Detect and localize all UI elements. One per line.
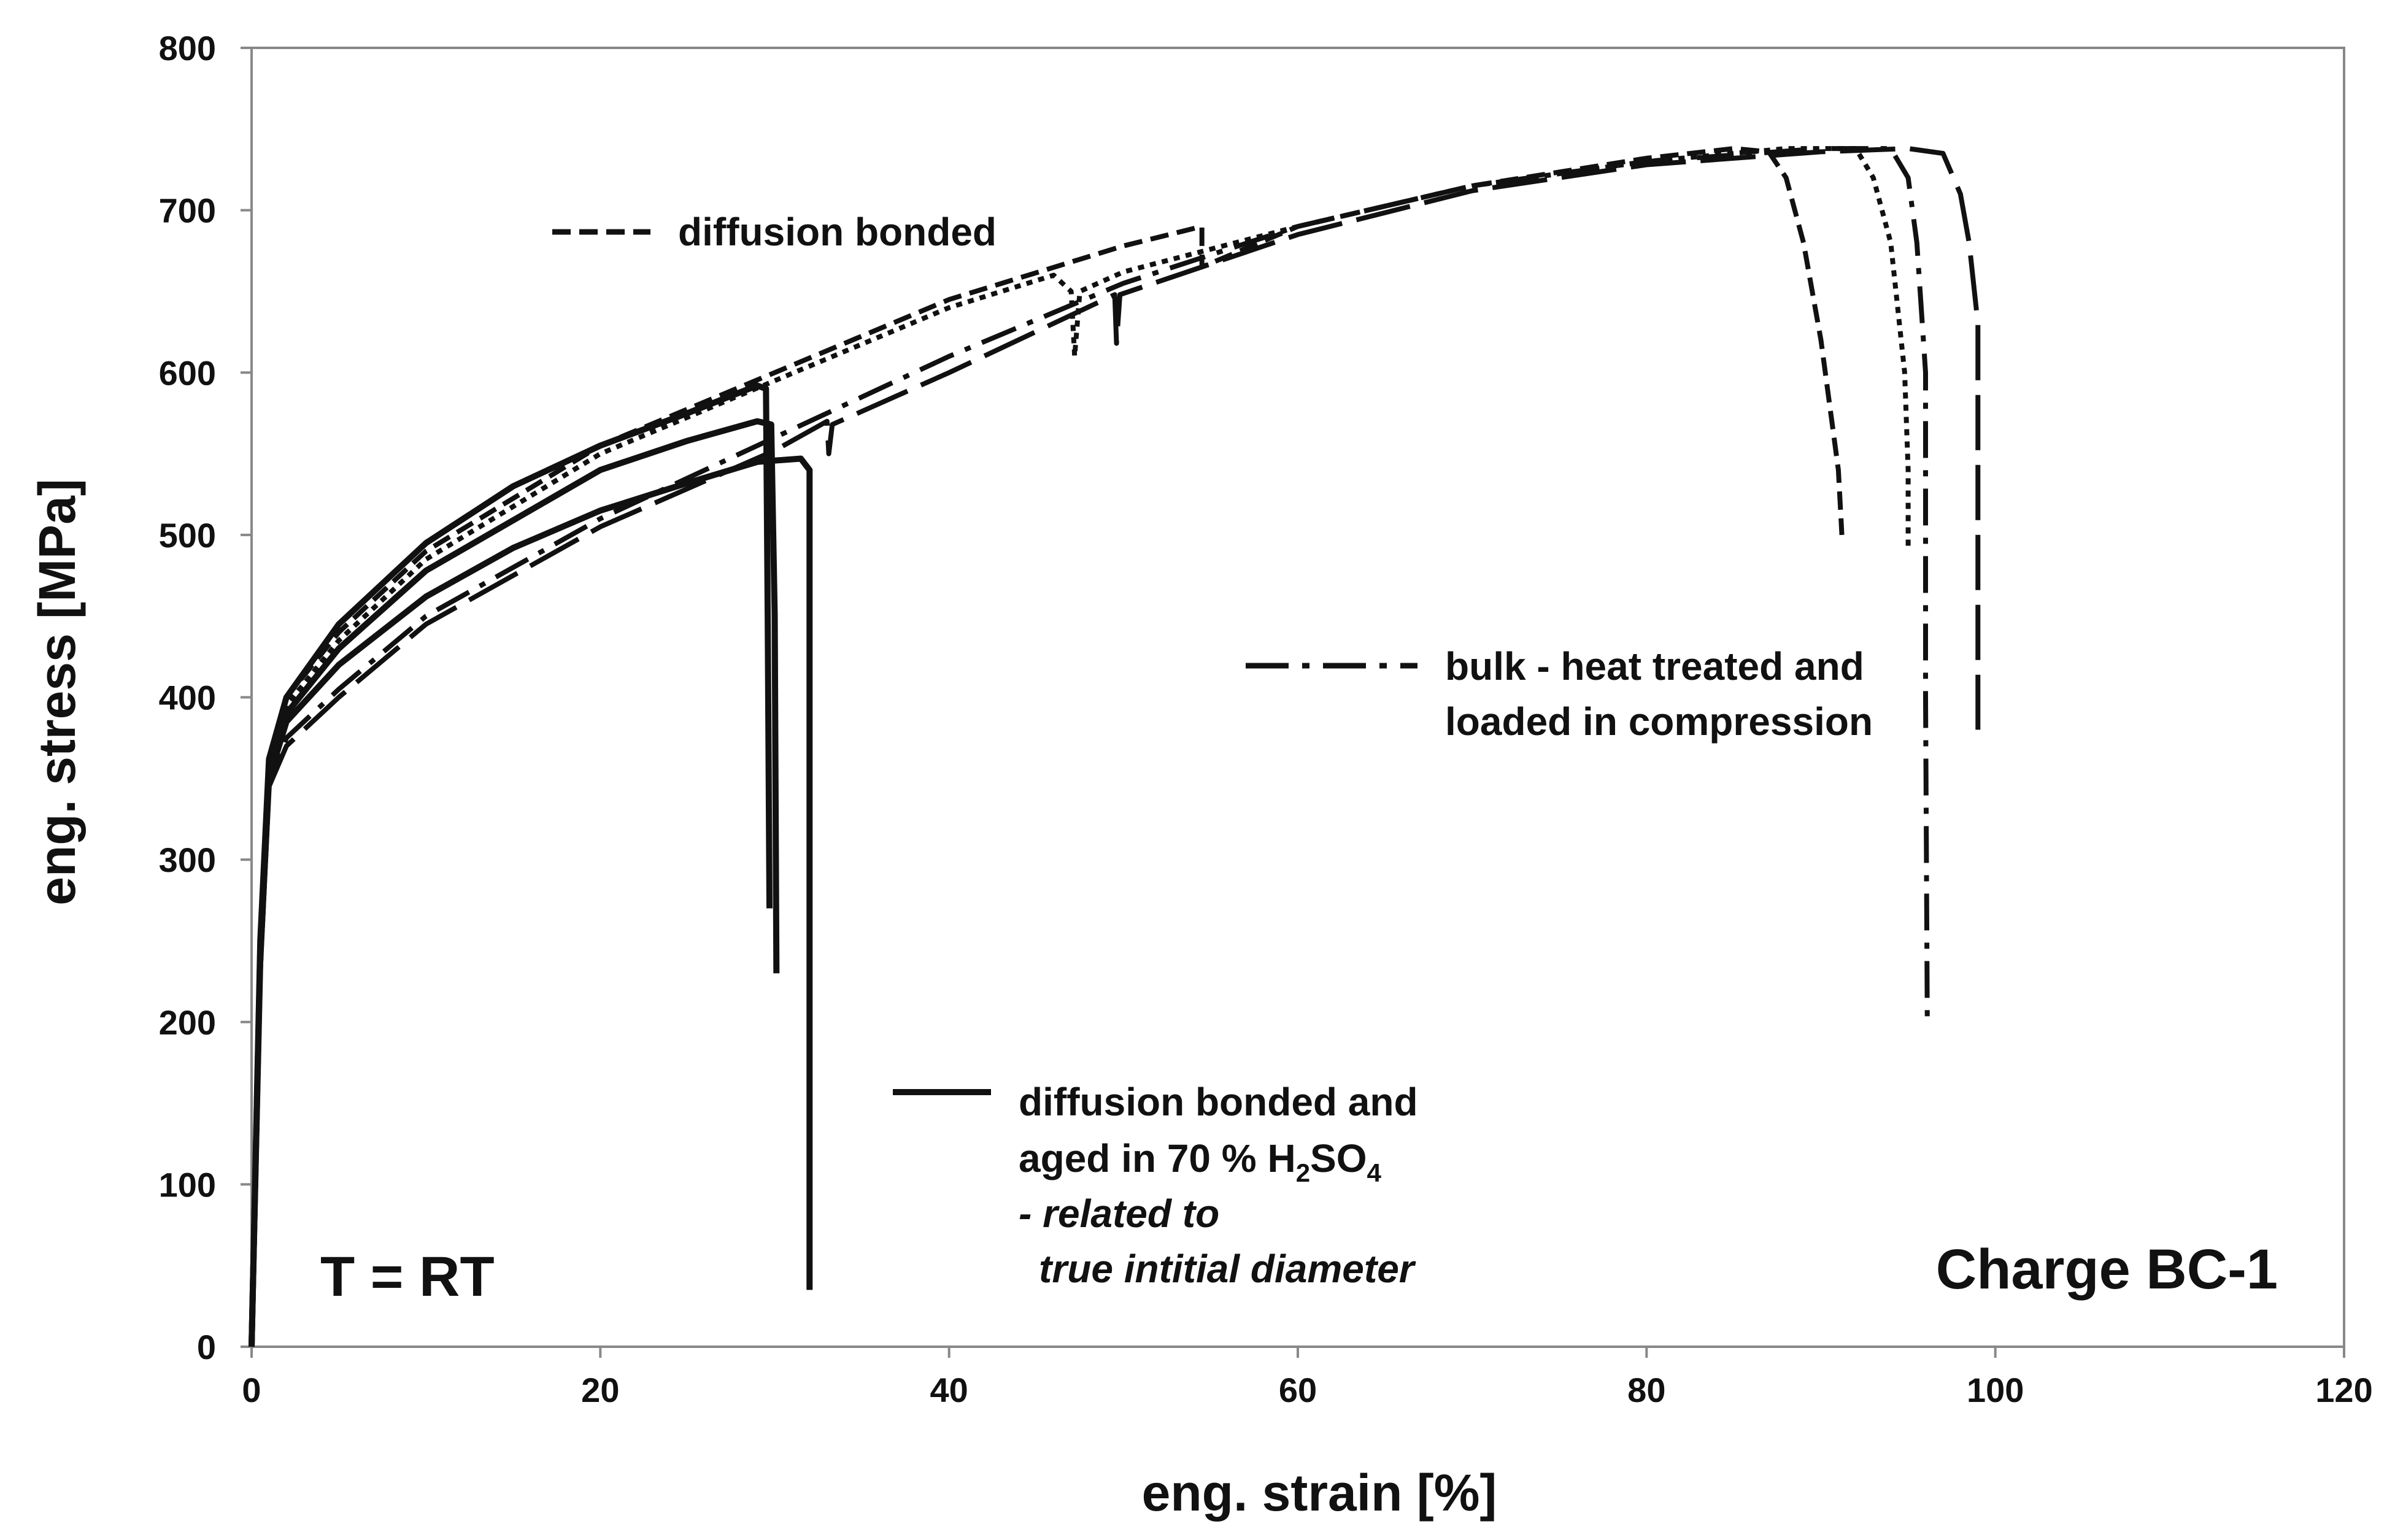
legend-label-bulk-1: bulk - heat treated and [1445, 644, 1864, 688]
y-tick-label: 500 [159, 516, 216, 555]
legend-label-dashed: diffusion bonded [678, 210, 997, 254]
legend-aged-sub2: 4 [1367, 1158, 1382, 1187]
legend-aged-prefix: aged in 70 % H [1019, 1136, 1296, 1180]
x-tick-label: 40 [930, 1371, 968, 1409]
y-tick-label: 700 [159, 191, 216, 230]
legend-label-aged-1: diffusion bonded and [1019, 1080, 1418, 1124]
legend-diffusion-bonded: diffusion bonded [552, 210, 997, 254]
x-tick-label: 120 [2315, 1371, 2372, 1409]
series-line-dashdot [249, 146, 1930, 1347]
x-tick-label: 80 [1627, 1371, 1665, 1409]
y-tick-label: 200 [159, 1003, 216, 1042]
y-tick-label: 400 [159, 679, 216, 717]
legend-aged-mid: SO [1310, 1136, 1367, 1180]
series-line-solid [249, 382, 773, 1347]
y-axis-ticks: 0 100 200 300 400 500 600 700 800 [159, 29, 252, 1366]
series-line-longdash [249, 146, 1981, 1347]
x-tick-label: 60 [1279, 1371, 1317, 1409]
x-axis-ticks: 0 20 40 60 80 100 120 [242, 1347, 2373, 1409]
legend-bulk: bulk - heat treated and loaded in compre… [1246, 644, 1873, 744]
series-line-solid [249, 418, 780, 1347]
y-tick-label: 800 [159, 29, 216, 67]
legend-label-bulk-2: loaded in compression [1445, 699, 1873, 744]
legend-aged-sub1: 2 [1296, 1158, 1310, 1187]
x-tick-label: 100 [1967, 1371, 2024, 1409]
series-layer [249, 146, 1981, 1347]
legend-label-aged-2: aged in 70 % H2SO4 [1019, 1136, 1382, 1187]
y-tick-label: 600 [159, 353, 216, 392]
y-tick-label: 300 [159, 841, 216, 879]
legend-aged: diffusion bonded and aged in 70 % H2SO4 … [893, 1080, 1418, 1291]
x-tick-label: 0 [242, 1371, 261, 1409]
y-tick-label: 100 [159, 1165, 216, 1204]
x-axis-label: eng. strain [%] [1142, 1464, 1497, 1522]
x-tick-label: 20 [581, 1371, 619, 1409]
charge-annotation: Charge BC-1 [1936, 1238, 2278, 1301]
y-tick-label: 0 [197, 1328, 216, 1366]
y-axis-label: eng. stress [MPa] [28, 479, 86, 906]
legend-label-aged-3: - related to [1019, 1192, 1219, 1236]
legend-label-aged-4: true intitial diameter [1039, 1247, 1416, 1291]
series-line-dashed [249, 146, 1845, 1347]
temperature-annotation: T = RT [320, 1245, 495, 1308]
series-line-dotted [249, 146, 1911, 1347]
